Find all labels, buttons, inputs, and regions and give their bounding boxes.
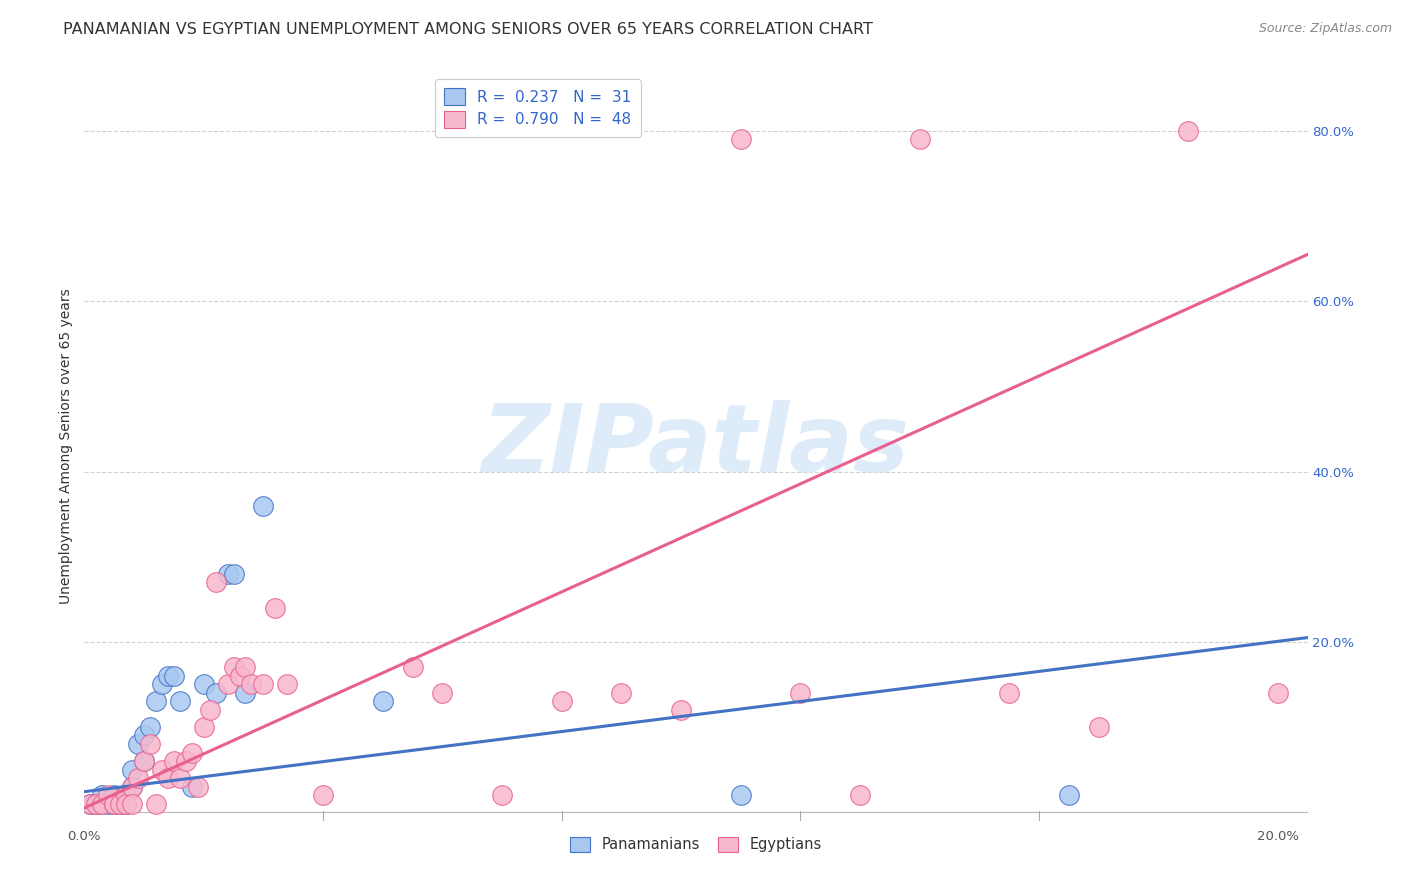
Point [169,771,191,785]
Point [610,686,633,700]
Point [222,660,245,674]
Point [108,797,131,811]
Point [252,677,274,691]
Point [180,746,202,760]
Point [103,788,125,802]
Point [132,729,155,743]
Point [150,763,173,777]
Point [1087,720,1109,734]
Point [84,797,107,811]
Point [103,797,125,811]
Point [849,788,872,802]
Point [432,686,454,700]
Point [97,788,120,802]
Point [222,566,245,581]
Point [115,788,138,802]
Point [79,797,101,811]
Point [139,737,162,751]
Point [103,797,125,811]
Point [204,575,226,590]
Point [121,780,143,794]
Point [198,703,221,717]
Legend: Panamanians, Egyptians: Panamanians, Egyptians [564,830,828,858]
Point [204,686,226,700]
Point [156,771,179,785]
Point [121,763,143,777]
Point [127,737,149,751]
Point [127,771,149,785]
Point [121,780,143,794]
Point [150,677,173,691]
Point [228,669,250,683]
Point [91,788,114,802]
Point [132,754,155,768]
Point [84,797,107,811]
Point [491,788,513,802]
Point [551,694,574,708]
Point [789,686,811,700]
Point [97,797,120,811]
Point [240,677,263,691]
Point [730,788,752,802]
Point [145,797,167,811]
Point [264,600,287,615]
Point [217,677,239,691]
Text: Source: ZipAtlas.com: Source: ZipAtlas.com [1258,22,1392,36]
Point [115,797,138,811]
Point [235,660,257,674]
Point [217,566,239,581]
Point [371,694,394,708]
Point [669,703,692,717]
Point [1177,124,1199,138]
Point [1057,788,1080,802]
Point [79,797,101,811]
Text: PANAMANIAN VS EGYPTIAN UNEMPLOYMENT AMONG SENIORS OVER 65 YEARS CORRELATION CHAR: PANAMANIAN VS EGYPTIAN UNEMPLOYMENT AMON… [63,22,873,37]
Point [108,797,131,811]
Point [193,720,215,734]
Point [156,669,179,683]
Point [998,686,1021,700]
Text: ZIPatlas: ZIPatlas [482,400,910,492]
Point [169,694,191,708]
Point [235,686,257,700]
Point [908,132,931,146]
Point [252,499,274,513]
Y-axis label: Unemployment Among Seniors over 65 years: Unemployment Among Seniors over 65 years [59,288,73,604]
Point [1267,686,1289,700]
Point [187,780,209,794]
Point [193,677,215,691]
Point [401,660,423,674]
Point [180,780,202,794]
Point [174,754,197,768]
Point [312,788,335,802]
Point [139,720,162,734]
Point [730,132,752,146]
Point [91,797,114,811]
Point [276,677,298,691]
Point [163,669,186,683]
Point [103,797,125,811]
Point [91,797,114,811]
Point [163,754,186,768]
Point [145,694,167,708]
Point [115,797,138,811]
Point [132,754,155,768]
Point [115,788,138,802]
Point [121,797,143,811]
